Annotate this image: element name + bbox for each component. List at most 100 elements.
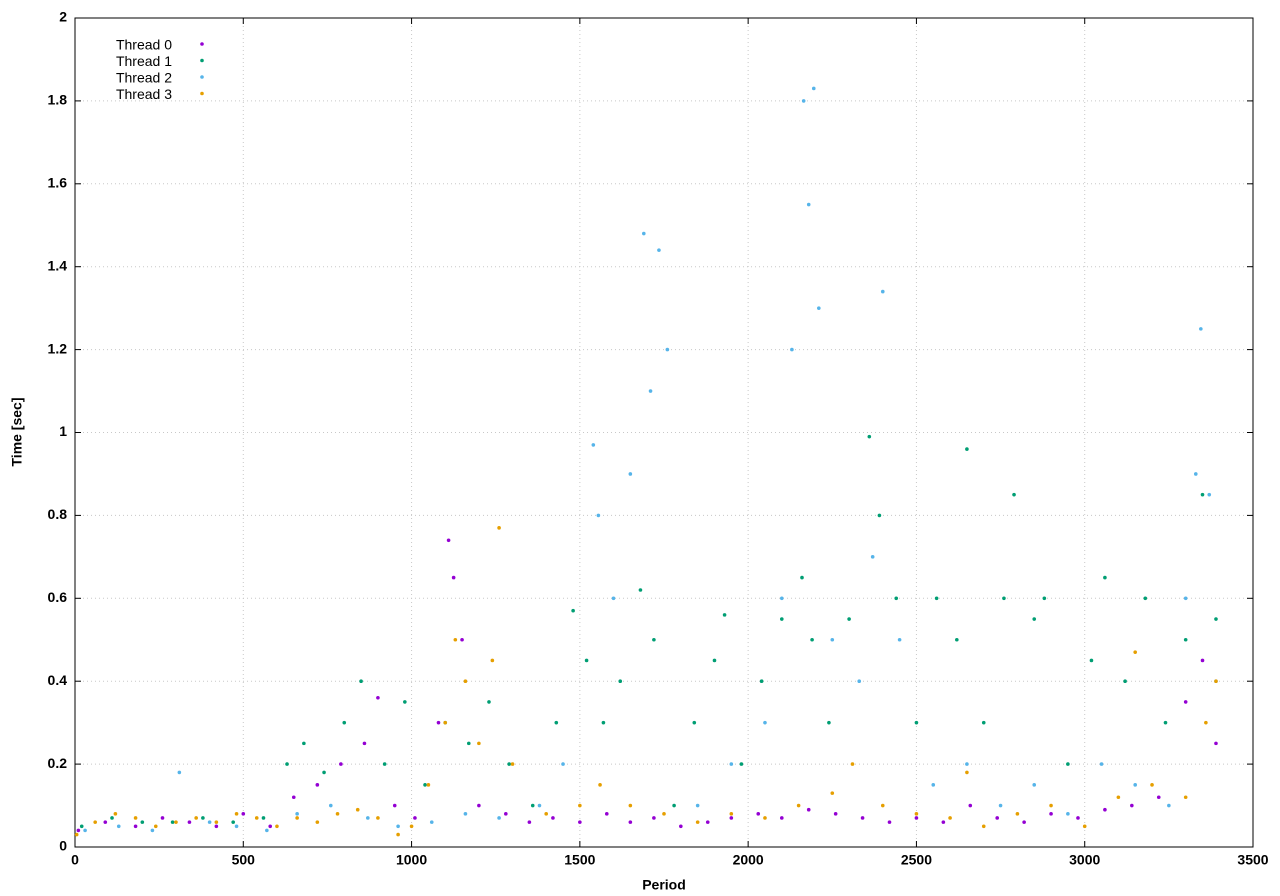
point	[611, 596, 616, 601]
x-tick-label: 1500	[564, 852, 595, 868]
point	[214, 824, 219, 829]
point	[679, 824, 683, 829]
point	[1214, 679, 1218, 683]
legend-marker	[200, 42, 204, 46]
point	[897, 637, 902, 642]
point	[335, 812, 340, 816]
point	[578, 820, 582, 824]
point	[638, 588, 643, 592]
point	[850, 762, 855, 766]
point	[1183, 637, 1188, 642]
y-tick-label: 0.4	[48, 672, 68, 688]
point	[830, 637, 835, 642]
point	[887, 820, 892, 824]
point	[1133, 783, 1137, 787]
point	[806, 807, 811, 812]
point	[584, 658, 589, 663]
point	[110, 816, 114, 820]
point	[880, 289, 885, 294]
point	[618, 679, 623, 683]
point	[642, 231, 646, 236]
point	[934, 596, 939, 601]
point	[628, 803, 633, 808]
point	[1032, 617, 1037, 621]
point	[79, 824, 84, 829]
y-tick-label: 2	[59, 9, 67, 25]
legend-label: Thread 3	[116, 86, 172, 102]
point	[1082, 824, 1087, 829]
point	[214, 820, 219, 824]
point	[76, 828, 81, 833]
point	[692, 720, 697, 725]
point	[396, 824, 400, 829]
point	[790, 347, 794, 352]
point	[965, 762, 969, 766]
point	[527, 820, 532, 824]
point	[1143, 596, 1148, 601]
point	[880, 803, 885, 808]
point	[103, 820, 108, 824]
point	[1103, 575, 1107, 580]
point	[460, 637, 464, 642]
point	[342, 720, 347, 725]
y-tick-label: 0.6	[48, 589, 68, 605]
point	[234, 824, 239, 829]
point	[867, 434, 872, 439]
point	[1163, 720, 1168, 725]
point	[981, 720, 986, 725]
point	[1133, 650, 1137, 654]
point	[811, 86, 816, 91]
point	[604, 812, 609, 816]
point	[729, 816, 734, 820]
point	[847, 617, 851, 621]
point	[914, 812, 919, 816]
point	[665, 347, 670, 352]
point	[530, 803, 535, 808]
legend-label: Thread 2	[116, 70, 172, 86]
point	[315, 783, 320, 787]
point	[254, 816, 259, 820]
point	[817, 306, 821, 310]
point	[83, 828, 87, 833]
point	[1042, 596, 1047, 601]
point	[328, 803, 333, 808]
point	[93, 820, 97, 824]
point	[423, 783, 427, 787]
x-axis-title: Period	[642, 877, 686, 893]
point	[955, 637, 959, 642]
point	[981, 824, 986, 829]
point	[806, 202, 811, 207]
point	[551, 816, 555, 820]
point	[436, 720, 441, 725]
point	[1116, 795, 1121, 800]
point	[1200, 492, 1205, 497]
point	[160, 816, 165, 820]
point	[801, 99, 806, 103]
point	[1103, 807, 1107, 812]
point	[295, 816, 299, 820]
point	[497, 816, 501, 820]
point	[510, 762, 515, 766]
point	[1167, 803, 1171, 808]
y-tick-label: 1.6	[48, 175, 68, 191]
point	[322, 770, 326, 775]
point	[598, 783, 602, 787]
point	[453, 637, 458, 642]
x-tick-label: 3000	[1069, 852, 1100, 868]
x-tick-label: 2000	[733, 852, 764, 868]
x-tick-label: 0	[71, 852, 79, 868]
x-tick-label: 2500	[901, 852, 932, 868]
point	[894, 596, 899, 601]
point	[833, 812, 838, 816]
point	[756, 812, 761, 816]
point	[1200, 658, 1205, 663]
point	[170, 820, 175, 824]
point	[695, 803, 700, 808]
y-tick-label: 1	[59, 423, 67, 439]
point	[1032, 783, 1037, 787]
point	[648, 389, 653, 393]
point	[1002, 596, 1006, 601]
point	[1199, 327, 1203, 331]
point	[463, 679, 468, 683]
point	[426, 783, 431, 787]
